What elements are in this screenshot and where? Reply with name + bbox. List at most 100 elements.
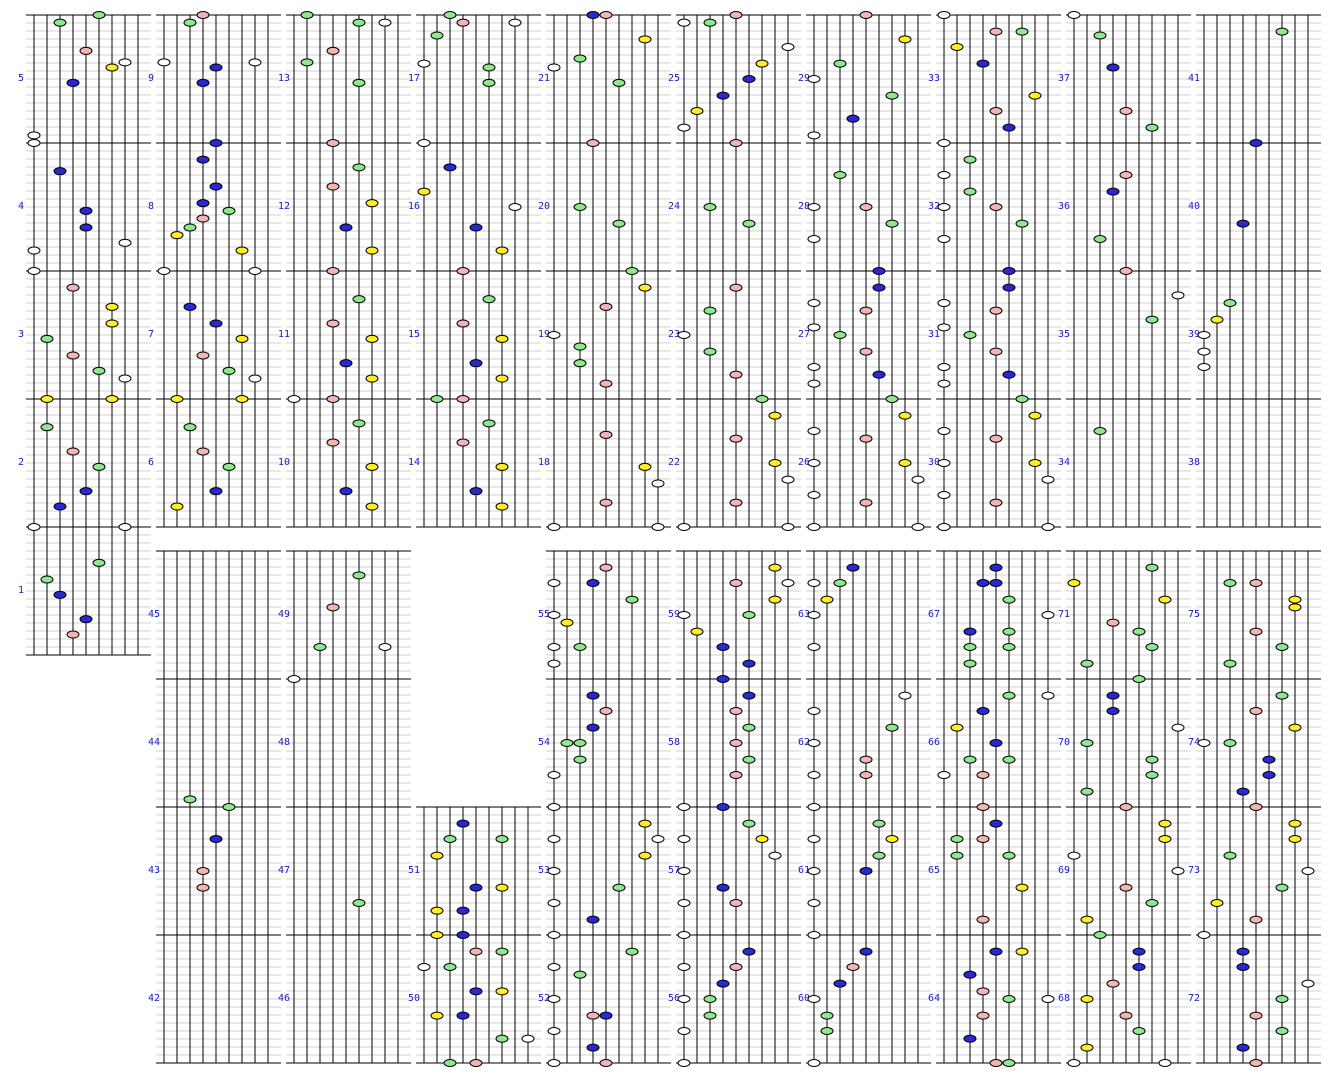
note-blue (742, 947, 756, 956)
note-green (430, 31, 444, 40)
note-white (937, 427, 951, 435)
note-green (833, 331, 847, 339)
note-pink (1106, 979, 1120, 988)
note-white (807, 611, 821, 619)
note-green (872, 851, 886, 860)
note-green (1145, 123, 1159, 132)
note-green (1275, 643, 1289, 651)
note-yellow (430, 931, 444, 939)
note-white (27, 246, 41, 255)
measure-number: 17 (408, 73, 420, 84)
chart-column-59: 59 58 57 56 (668, 550, 801, 1067)
note-blue (456, 819, 470, 828)
note-white (911, 523, 925, 531)
measure-number: 11 (278, 329, 290, 340)
chart-column-37: 37 36 35 34 (1058, 11, 1191, 528)
note-blue (1106, 63, 1120, 72)
note-yellow (898, 459, 912, 467)
measure-number: 33 (928, 73, 940, 84)
measure-number: 59 (668, 609, 680, 620)
note-green (742, 219, 756, 228)
measure-number: 72 (1188, 993, 1200, 1004)
measure-number: 65 (928, 865, 940, 876)
note-green (755, 395, 769, 403)
measure-number: 10 (278, 457, 290, 468)
note-white (118, 523, 132, 531)
note-white (677, 803, 691, 811)
note-white (937, 323, 951, 332)
note-pink (1119, 883, 1133, 892)
note-yellow (755, 59, 769, 68)
note-white (807, 363, 821, 371)
note-pink (599, 11, 613, 19)
note-blue (716, 883, 730, 892)
note-white (807, 427, 821, 435)
note-pink (859, 306, 873, 315)
note-blue (989, 563, 1003, 572)
note-blue (586, 691, 600, 700)
measure-number: 4 (18, 201, 24, 212)
note-green (1275, 27, 1289, 36)
measure-number: 1 (18, 585, 24, 596)
note-green (820, 1011, 834, 1020)
note-blue (456, 931, 470, 939)
measure-number: 46 (278, 993, 290, 1004)
measure-number: 54 (538, 737, 550, 748)
note-yellow (1288, 595, 1302, 604)
note-blue (872, 267, 886, 275)
note-blue (1106, 691, 1120, 700)
note-yellow (768, 459, 782, 467)
note-white (807, 995, 821, 1003)
note-green (742, 819, 756, 828)
note-white (807, 867, 821, 875)
note-white (937, 299, 951, 307)
note-white (547, 1027, 561, 1035)
note-white (547, 995, 561, 1003)
note-green (1002, 1059, 1016, 1067)
note-green (40, 575, 54, 584)
note-white (781, 523, 795, 531)
note-white (157, 58, 171, 67)
note-blue (963, 627, 977, 636)
measure-number: 8 (148, 201, 154, 212)
note-green (313, 643, 327, 651)
note-pink (729, 899, 743, 907)
note-white (248, 267, 262, 275)
measure-number: 29 (798, 73, 810, 84)
measure-number: 23 (668, 329, 680, 340)
note-green (1145, 755, 1159, 764)
note-yellow (495, 883, 509, 892)
note-white (378, 18, 392, 27)
note-pink (1119, 267, 1133, 275)
note-white (807, 299, 821, 307)
note-pink (729, 771, 743, 779)
note-green (222, 462, 236, 471)
note-green (495, 835, 509, 843)
note-yellow (170, 502, 184, 511)
note-blue (859, 947, 873, 956)
note-blue (79, 487, 93, 496)
note-green (352, 899, 366, 907)
note-blue (989, 739, 1003, 747)
note-white (937, 491, 951, 499)
note-pink (196, 447, 210, 456)
note-white (508, 203, 522, 211)
note-green (1080, 739, 1094, 747)
note-yellow (235, 395, 249, 403)
note-blue (716, 91, 730, 100)
note-blue (742, 659, 756, 668)
note-blue (963, 1034, 977, 1043)
measure-number: 75 (1188, 609, 1200, 620)
measure-number: 48 (278, 737, 290, 748)
note-white (547, 867, 561, 875)
note-white (547, 63, 561, 72)
note-white (937, 171, 951, 179)
note-white (807, 803, 821, 811)
note-green (1145, 315, 1159, 324)
note-white (937, 203, 951, 211)
note-yellow (690, 627, 704, 636)
measure-number: 45 (148, 609, 160, 620)
measure-number: 42 (148, 993, 160, 1004)
note-green (352, 78, 366, 87)
